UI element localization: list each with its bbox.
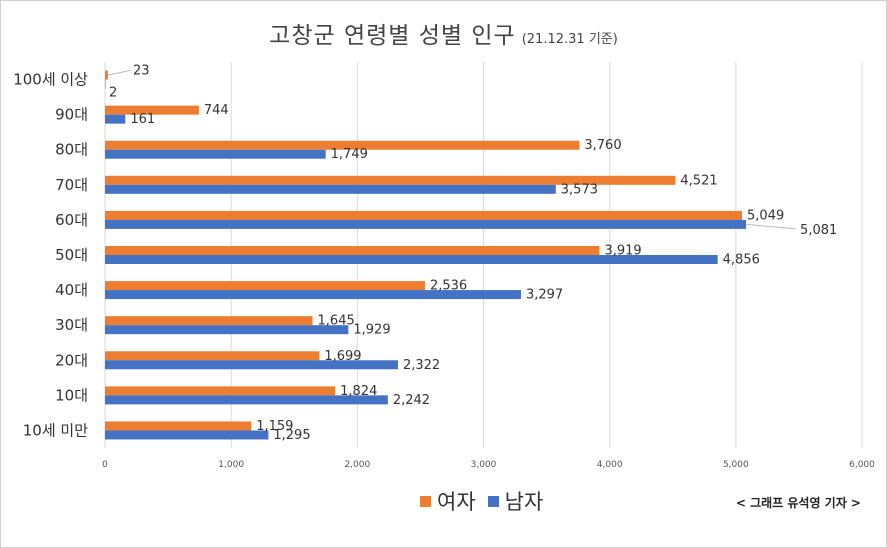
legend-swatch-male xyxy=(487,495,499,507)
bar-female xyxy=(105,351,320,361)
x-tick-label: 3,000 xyxy=(471,460,497,470)
data-label-female: 5,049 xyxy=(747,208,784,223)
data-label-female: 3,760 xyxy=(584,138,621,153)
data-label-male: 2 xyxy=(109,86,117,101)
data-label-male: 1,295 xyxy=(273,428,310,443)
bar-male xyxy=(105,290,521,300)
chart-title-main: 고창군 연령별 성별 인구 xyxy=(269,23,516,49)
bar-female xyxy=(105,281,425,291)
data-label-female: 3,919 xyxy=(604,244,641,259)
data-label-male: 1,929 xyxy=(353,323,390,338)
data-label-female: 1,824 xyxy=(340,384,377,399)
bar-male xyxy=(105,430,269,440)
chart-legend: 여자 남자 xyxy=(420,486,555,516)
bar-female xyxy=(105,386,336,396)
category-label: 50대 xyxy=(55,246,88,264)
bar-male xyxy=(105,395,388,405)
data-label-male: 5,081 xyxy=(800,223,837,238)
category-label: 80대 xyxy=(55,141,88,159)
data-label-male: 1,749 xyxy=(331,147,368,162)
x-tick-label: 2,000 xyxy=(344,460,370,470)
x-tick-label: 5,000 xyxy=(723,460,749,470)
category-label: 30대 xyxy=(55,316,88,334)
legend-item-male: 남자 xyxy=(487,486,544,516)
bar-female xyxy=(105,210,743,220)
category-label: 10대 xyxy=(55,386,88,404)
data-label-female: 1,699 xyxy=(324,349,361,364)
category-label: 10세 미만 xyxy=(23,421,88,439)
legend-label-male: 남자 xyxy=(504,490,544,514)
bar-male xyxy=(105,255,718,264)
category-label: 20대 xyxy=(55,351,88,369)
bar-female xyxy=(105,140,580,150)
x-tick-label: 4,000 xyxy=(597,460,623,470)
data-label-female: 23 xyxy=(133,64,150,79)
bar-male xyxy=(105,219,747,229)
category-label: 90대 xyxy=(55,106,88,124)
category-label: 60대 xyxy=(55,211,88,229)
data-label-male: 161 xyxy=(130,112,155,127)
bar-female xyxy=(105,421,252,431)
x-tick-label: 0 xyxy=(102,460,108,470)
data-label-female: 4,521 xyxy=(680,173,717,188)
bar-male xyxy=(105,79,106,89)
bar-male xyxy=(105,114,126,124)
bar-female xyxy=(105,246,600,255)
bar-male xyxy=(105,325,349,335)
category-label: 100세 이상 xyxy=(13,71,88,89)
bar-female xyxy=(105,70,108,80)
data-label-female: 1,645 xyxy=(318,314,355,329)
bar-female xyxy=(105,105,199,115)
bar-male xyxy=(105,360,398,370)
category-label: 40대 xyxy=(55,281,88,299)
graph-credit: < 그래프 유석영 기자 > xyxy=(735,496,861,510)
chart-title-sub: (21.12.31 기준) xyxy=(521,32,618,47)
data-label-male: 3,573 xyxy=(561,182,598,197)
chart-title: 고창군 연령별 성별 인구 (21.12.31 기준) xyxy=(0,16,887,50)
bar-male xyxy=(105,149,326,159)
data-label-female: 744 xyxy=(204,103,229,118)
data-label-male: 3,297 xyxy=(526,288,563,303)
data-label-female: 1,159 xyxy=(256,419,293,434)
bar-female xyxy=(105,175,676,185)
legend-label-female: 여자 xyxy=(437,490,476,514)
category-label: 70대 xyxy=(55,176,88,194)
data-label-male: 2,322 xyxy=(403,358,440,373)
bar-male xyxy=(105,184,556,194)
data-label-female: 2,536 xyxy=(430,279,467,294)
leader-line xyxy=(107,70,131,76)
bar-female xyxy=(105,316,313,326)
x-tick-label: 6,000 xyxy=(849,460,875,470)
x-tick-label: 1,000 xyxy=(218,460,244,470)
data-label-male: 2,242 xyxy=(393,393,430,408)
legend-item-female: 여자 xyxy=(420,486,476,516)
leader-line xyxy=(746,223,797,230)
legend-swatch-female xyxy=(420,495,431,507)
data-label-male: 4,856 xyxy=(723,253,760,268)
